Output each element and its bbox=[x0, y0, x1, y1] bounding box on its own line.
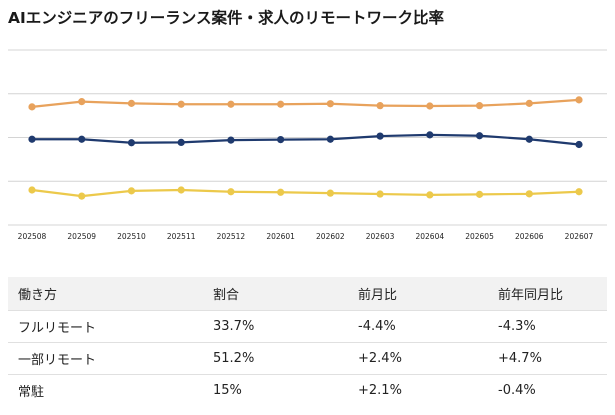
row-mom: -4.4% bbox=[348, 310, 488, 343]
data-point bbox=[575, 140, 583, 149]
data-point bbox=[326, 100, 334, 108]
row-label: フルリモート bbox=[8, 310, 203, 343]
data-point bbox=[376, 190, 384, 198]
x-tick-label: 202603 bbox=[366, 232, 395, 241]
data-point bbox=[475, 132, 484, 140]
data-point bbox=[426, 191, 434, 199]
data-point bbox=[127, 99, 136, 107]
x-tick-label: 202512 bbox=[217, 232, 246, 241]
series-line-2 bbox=[31, 188, 580, 198]
data-point bbox=[575, 96, 583, 104]
row-mom: +2.4% bbox=[348, 342, 488, 375]
x-tick-label: 202601 bbox=[266, 232, 295, 241]
line-chart: 202508 202509 202510 202511 202512 202601 2026… bbox=[8, 49, 607, 241]
header-ratio: 割合 bbox=[203, 277, 348, 311]
data-point bbox=[78, 98, 86, 106]
data-point bbox=[326, 135, 334, 143]
table-row: 一部リモート 51.2% +2.4% +4.7% bbox=[8, 342, 607, 375]
series-lines bbox=[31, 98, 580, 198]
x-tick-label: 202509 bbox=[67, 232, 96, 241]
header-work-style: 働き方 bbox=[8, 277, 203, 311]
row-mom: +2.1% bbox=[358, 383, 402, 398]
data-point bbox=[227, 188, 235, 196]
data-point bbox=[227, 136, 235, 144]
chart-title: AIエンジニアのフリーランス案件・求人のリモートワーク比率 bbox=[8, 9, 444, 27]
data-point bbox=[277, 136, 285, 144]
data-points bbox=[28, 96, 583, 200]
data-point bbox=[28, 186, 36, 194]
data-point bbox=[177, 186, 185, 194]
data-point bbox=[376, 102, 384, 110]
data-point bbox=[277, 100, 285, 108]
data-point bbox=[376, 132, 384, 140]
row-yoy: +4.7% bbox=[488, 342, 607, 375]
table-header-row: 働き方 割合 前月比 前年同月比 bbox=[8, 277, 607, 311]
data-point bbox=[525, 99, 533, 107]
data-point bbox=[127, 139, 136, 147]
remote-ratio-table: 働き方 割合 前月比 前年同月比 フルリモート 33.7% -4.4% -4.3… bbox=[8, 277, 607, 406]
header-mom: 前月比 bbox=[348, 277, 488, 311]
data-point bbox=[525, 190, 533, 198]
data-point bbox=[78, 135, 86, 143]
x-tick-label: 202510 bbox=[117, 232, 146, 241]
x-tick-label: 202508 bbox=[18, 232, 47, 241]
x-tick-label: 202602 bbox=[316, 232, 345, 241]
data-point bbox=[28, 135, 36, 143]
data-point bbox=[177, 138, 185, 146]
row-yoy: -0.4% bbox=[498, 383, 536, 398]
row-ratio: 33.7% bbox=[203, 310, 348, 343]
data-point bbox=[575, 188, 583, 196]
x-tick-label: 202605 bbox=[465, 232, 494, 241]
data-point bbox=[277, 188, 285, 196]
x-tick-labels: 202508 202509 202510 202511 202512 202601 2026… bbox=[18, 232, 594, 241]
row-yoy: -4.3% bbox=[488, 310, 607, 343]
data-point bbox=[326, 189, 334, 197]
data-point bbox=[426, 102, 434, 110]
series-line-1 bbox=[32, 133, 580, 146]
x-tick-label: 202511 bbox=[167, 232, 196, 241]
x-tick-label: 202607 bbox=[565, 232, 594, 241]
data-point bbox=[525, 135, 533, 143]
data-point bbox=[127, 187, 136, 195]
data-point bbox=[78, 192, 86, 200]
data-point bbox=[475, 102, 484, 110]
x-tick-label: 202604 bbox=[415, 232, 444, 241]
row-ratio: 15% bbox=[213, 383, 242, 398]
data-point bbox=[177, 100, 185, 108]
data-point bbox=[426, 131, 434, 139]
row-label: 常駐 bbox=[18, 385, 45, 400]
data-point bbox=[28, 103, 36, 111]
x-tick-label: 202606 bbox=[515, 232, 544, 241]
header-yoy: 前年同月比 bbox=[488, 277, 607, 311]
data-point bbox=[475, 190, 484, 198]
table-row: 常駐 15% +2.1% -0.4% bbox=[8, 375, 607, 407]
row-label: 一部リモート bbox=[8, 342, 203, 375]
table-row: フルリモート 33.7% -4.4% -4.3% bbox=[8, 310, 607, 343]
row-ratio: 51.2% bbox=[203, 342, 348, 375]
data-point bbox=[227, 100, 235, 108]
series-line-0 bbox=[31, 98, 580, 108]
